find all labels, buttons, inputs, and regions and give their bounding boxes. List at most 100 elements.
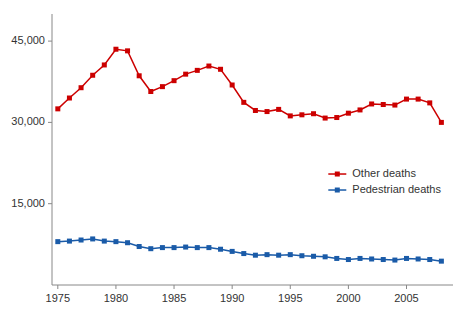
y-tick (48, 122, 52, 123)
point (439, 120, 444, 125)
point (148, 246, 153, 251)
point (323, 116, 328, 121)
point (172, 78, 177, 83)
series-line (58, 49, 442, 122)
point (90, 236, 95, 241)
point (299, 112, 304, 117)
x-tick (290, 285, 291, 289)
y-tick-label: 45,000 (11, 34, 45, 46)
point (276, 107, 281, 112)
point (230, 83, 235, 88)
point (55, 239, 60, 244)
point (323, 254, 328, 259)
point (334, 115, 339, 120)
y-tick (48, 203, 52, 204)
point (346, 257, 351, 262)
point (392, 258, 397, 263)
point (90, 73, 95, 78)
legend-label: Other deaths (352, 167, 416, 179)
point (172, 245, 177, 250)
x-tick (174, 285, 175, 289)
chart: 15,000 30,000 45,000 1975 1980 1985 1990 1995 20… (0, 0, 467, 315)
point (160, 84, 165, 89)
point (113, 47, 118, 52)
point (67, 239, 72, 244)
point (102, 62, 107, 67)
point (299, 253, 304, 258)
x-tick-label: 1995 (278, 292, 302, 304)
point (404, 256, 409, 261)
y-tick (48, 41, 52, 42)
point (230, 249, 235, 254)
point (276, 253, 281, 258)
y-tick-label: 15,000 (11, 197, 45, 209)
point (334, 256, 339, 261)
point (206, 64, 211, 69)
point (358, 107, 363, 112)
point (195, 245, 200, 250)
point (137, 73, 142, 78)
y-axis-line (52, 14, 53, 285)
point (265, 252, 270, 257)
x-tick (348, 285, 349, 289)
point (183, 245, 188, 250)
point (416, 97, 421, 102)
point (253, 253, 258, 258)
point (358, 256, 363, 261)
legend-marker (335, 172, 340, 177)
x-tick-label: 1980 (104, 292, 128, 304)
x-axis-line (52, 285, 453, 286)
legend-label: Pedestrian deaths (352, 183, 441, 195)
x-tick (115, 285, 116, 289)
point (439, 259, 444, 264)
x-tick-label: 1975 (46, 292, 70, 304)
x-tick (406, 285, 407, 289)
point (346, 111, 351, 116)
point (241, 251, 246, 256)
point (381, 102, 386, 107)
point (416, 256, 421, 261)
point (265, 109, 270, 114)
point (125, 240, 130, 245)
point (67, 96, 72, 101)
point (218, 247, 223, 252)
x-tick-label: 2000 (336, 292, 360, 304)
point (288, 113, 293, 118)
point (148, 89, 153, 94)
y-tick-label: 30,000 (11, 115, 45, 127)
point (79, 85, 84, 90)
point (195, 68, 200, 73)
point (183, 72, 188, 77)
point (288, 252, 293, 257)
point (241, 100, 246, 105)
point (206, 245, 211, 250)
x-tick-label: 1985 (162, 292, 186, 304)
legend-item: Pedestrian deaths (328, 183, 441, 195)
point (311, 254, 316, 259)
x-tick (232, 285, 233, 289)
point (137, 244, 142, 249)
x-tick-label: 1990 (220, 292, 244, 304)
point (427, 257, 432, 262)
x-tick-label: 2005 (394, 292, 418, 304)
legend: Other deaths Pedestrian deaths (328, 167, 441, 195)
series-line (58, 239, 442, 261)
point (102, 239, 107, 244)
point (369, 101, 374, 106)
x-tick (57, 285, 58, 289)
point (125, 48, 130, 53)
point (392, 103, 397, 108)
point (55, 106, 60, 111)
point (369, 256, 374, 261)
point (404, 97, 409, 102)
plot-area (55, 47, 444, 264)
point (113, 239, 118, 244)
legend-item: Other deaths (328, 167, 416, 179)
legend-marker (335, 188, 340, 193)
point (253, 108, 258, 113)
point (311, 111, 316, 116)
point (218, 67, 223, 72)
point (427, 100, 432, 105)
point (381, 257, 386, 262)
point (79, 238, 84, 243)
